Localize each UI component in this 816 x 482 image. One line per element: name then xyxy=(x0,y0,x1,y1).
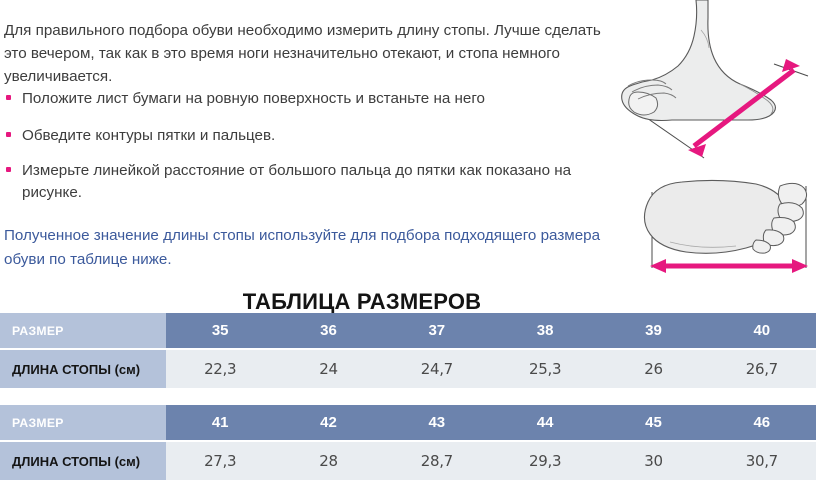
size-table-title: ТАБЛИЦА РАЗМЕРОВ xyxy=(242,288,482,314)
length-values-2: 27,3 28 28,7 29,3 30 30,7 xyxy=(166,442,816,480)
foot-sole-view-illustration: Длина стопы xyxy=(630,176,816,286)
table-cell-length: 28 xyxy=(319,452,338,470)
table-row-length-2: ДЛИНА СТОПЫ (см) 27,3 28 28,7 29,3 30 30… xyxy=(0,442,816,480)
table-cell-size: 41 xyxy=(211,414,229,431)
table-cell-length: 28,7 xyxy=(420,452,454,470)
size-table-block-1: РАЗМЕР 35 36 37 38 39 40 ДЛИНА СТОПЫ (см… xyxy=(0,313,816,388)
length-values-1: 22,3 24 24,7 25,3 26 26,7 xyxy=(166,350,816,388)
step-item-1: Положите лист бумаги на ровную поверхнос… xyxy=(4,88,622,110)
table-row-size-header-2: РАЗМЕР 41 42 43 44 45 46 xyxy=(0,405,816,440)
table-cell-size: 42 xyxy=(320,414,337,431)
step-text-3: Измерьте линейкой расстояние от большого… xyxy=(22,162,572,201)
table-cell-size: 40 xyxy=(753,322,771,339)
intro-paragraph: Для правильного подбора обуви необходимо… xyxy=(4,22,601,86)
step-text-1: Положите лист бумаги на ровную поверхнос… xyxy=(22,90,486,107)
instructions-column: Для правильного подбора обуви необходимо… xyxy=(0,0,616,268)
table-cell-length: 26,7 xyxy=(745,360,779,378)
table-cell-size: 45 xyxy=(645,414,662,431)
step-item-2: Обведите контуры пятки и пальцев. xyxy=(4,125,622,147)
table-cell-length: 27,3 xyxy=(204,452,237,470)
bullet-icon xyxy=(6,95,11,100)
size-table-block-2: РАЗМЕР 41 42 43 44 45 46 ДЛИНА СТОПЫ (см… xyxy=(0,405,816,480)
table-cell-size: 38 xyxy=(536,322,554,339)
table-cell-length: 29,3 xyxy=(529,452,562,470)
table-cell-length: 30,7 xyxy=(745,452,779,470)
row-label-size: РАЗМЕР xyxy=(0,405,166,440)
table-cell-length: 22,3 xyxy=(204,360,237,378)
step-text-2: Обведите контуры пятки и пальцев. xyxy=(22,127,276,144)
foot-side-view-illustration: Длина стопы xyxy=(608,0,816,162)
size-values-1: 35 36 37 38 39 40 xyxy=(166,313,816,348)
table-cell-size: 46 xyxy=(753,414,771,431)
row-label-size: РАЗМЕР xyxy=(0,313,166,348)
table-cell-length: 25,3 xyxy=(529,360,562,378)
table-cell-length: 24 xyxy=(319,360,338,378)
bullet-icon xyxy=(6,132,11,137)
table-cell-size: 37 xyxy=(428,322,446,339)
conclusion-paragraph: Полученное значение длины стопы использу… xyxy=(4,227,601,269)
size-values-2: 41 42 43 44 45 46 xyxy=(166,405,816,440)
step-item-3: Измерьте линейкой расстояние от большого… xyxy=(4,160,622,204)
table-cell-size: 43 xyxy=(428,414,446,431)
table-cell-size: 44 xyxy=(536,414,554,431)
row-label-foot-length: ДЛИНА СТОПЫ (см) xyxy=(0,350,166,388)
table-row-length-1: ДЛИНА СТОПЫ (см) 22,3 24 24,7 25,3 26 26… xyxy=(0,350,816,388)
bullet-icon xyxy=(6,167,11,172)
table-cell-length: 26 xyxy=(644,360,663,378)
table-row-size-header-1: РАЗМЕР 35 36 37 38 39 40 xyxy=(0,313,816,348)
table-cell-size: 35 xyxy=(211,322,229,339)
table-cell-length: 30 xyxy=(644,452,663,470)
table-cell-size: 36 xyxy=(320,322,337,339)
table-cell-size: 39 xyxy=(645,322,662,339)
table-cell-length: 24,7 xyxy=(420,360,454,378)
row-label-foot-length: ДЛИНА СТОПЫ (см) xyxy=(0,442,166,480)
